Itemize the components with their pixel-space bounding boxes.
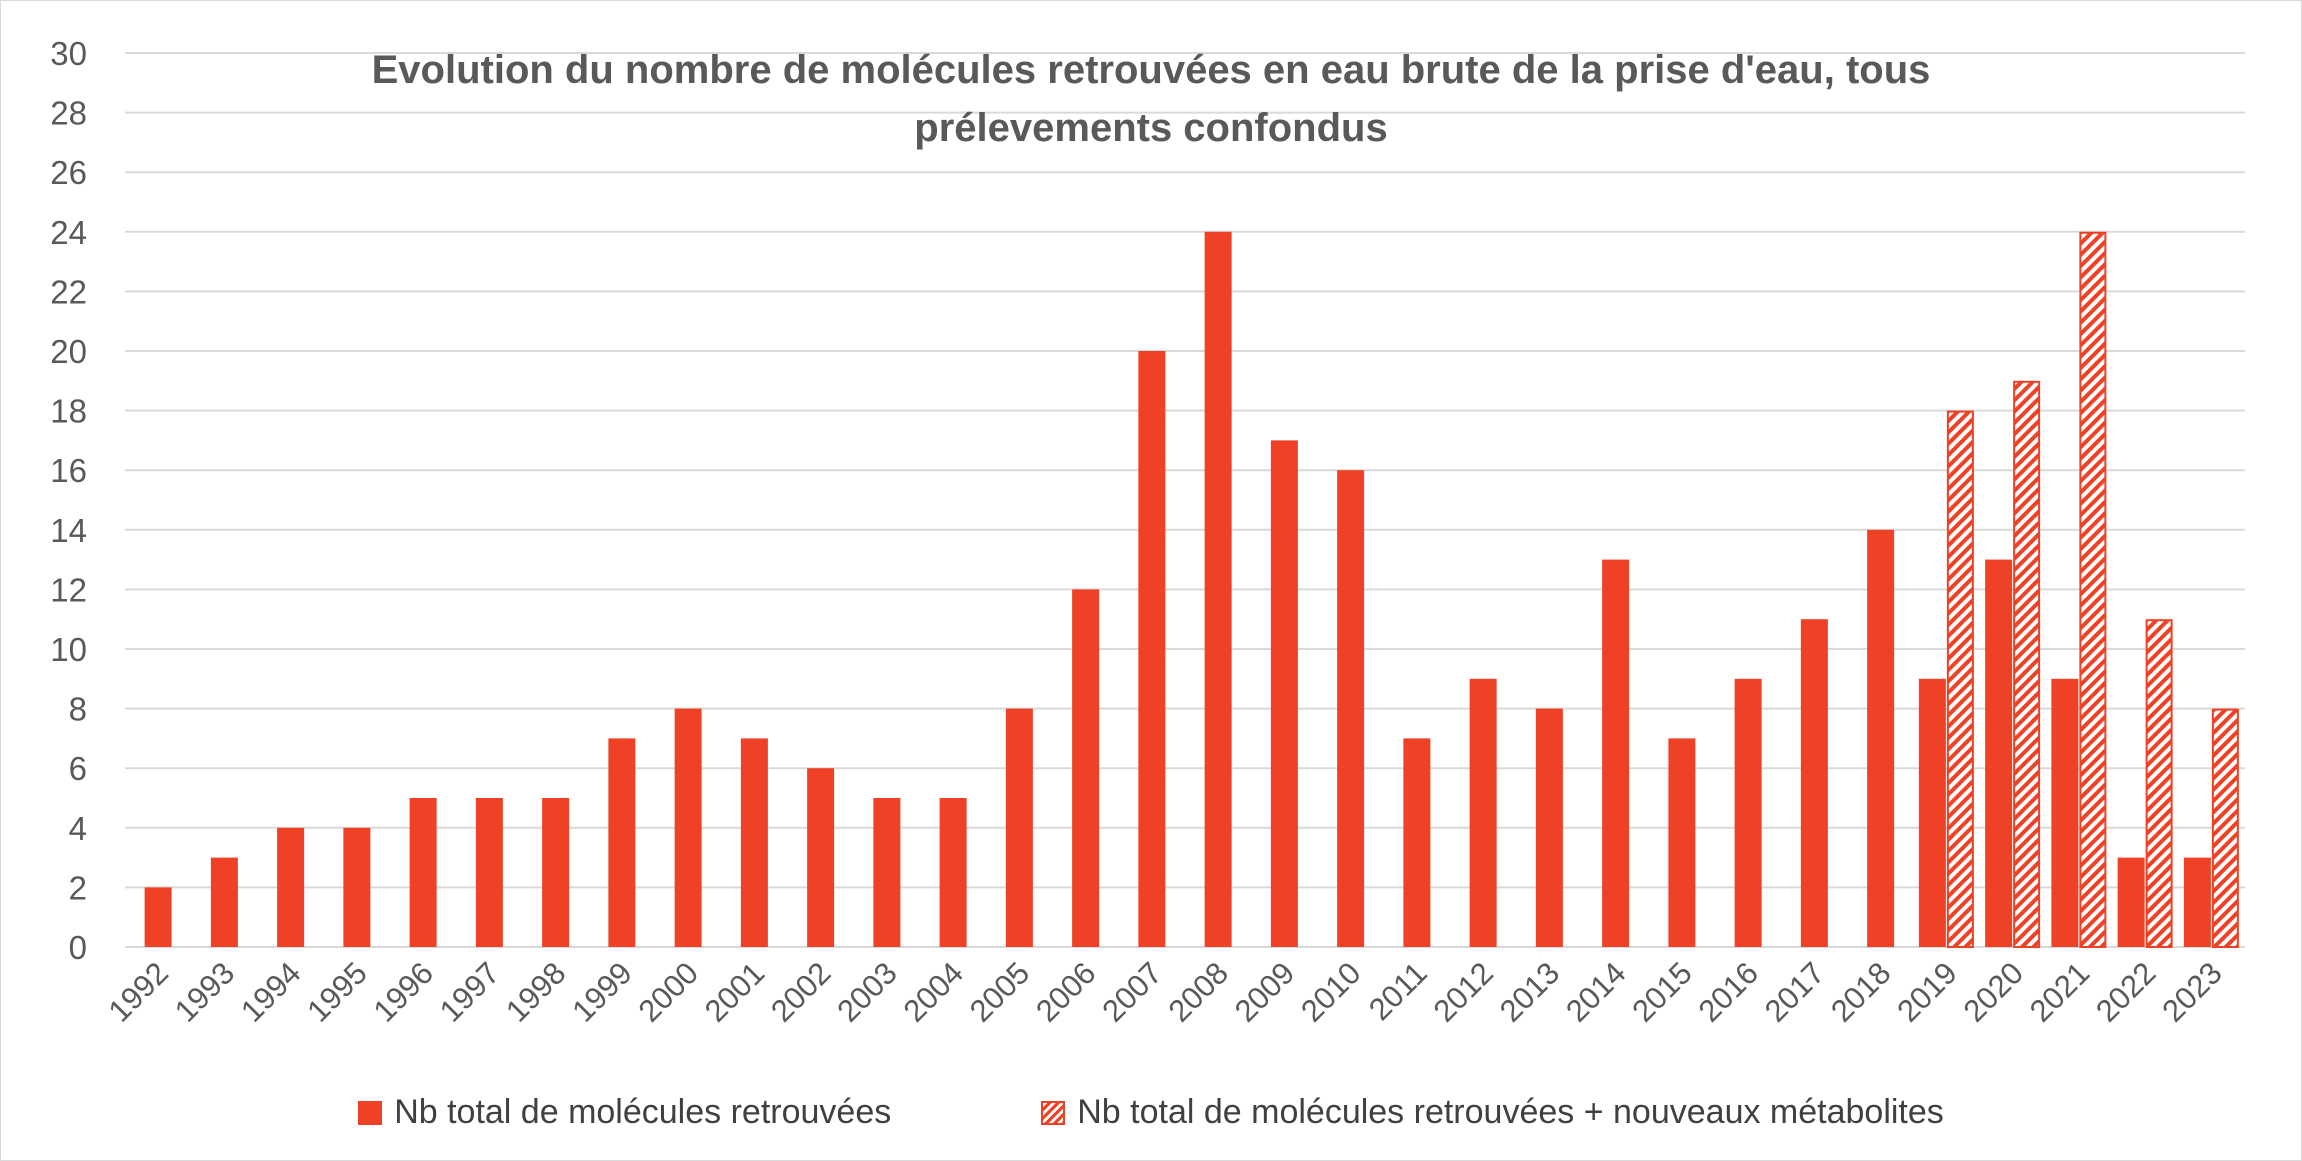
- x-tick-label-2006: 2006: [1029, 955, 1103, 1029]
- y-tick-label-6: 6: [69, 750, 87, 787]
- y-tick-label-2: 2: [69, 869, 87, 906]
- bar-solid-1994: [277, 827, 305, 947]
- y-tick-label-26: 26: [50, 154, 87, 191]
- legend: Nb total de molécules retrouvées Nb tota…: [1, 1093, 2301, 1132]
- legend-label-hatched: Nb total de molécules retrouvées + nouve…: [1077, 1093, 1944, 1131]
- bar-solid-2010: [1337, 470, 1365, 947]
- x-tick-label-2001: 2001: [698, 955, 772, 1029]
- x-tick-label-2023: 2023: [2155, 955, 2229, 1029]
- bar-solid-2005: [1005, 708, 1033, 947]
- x-tick-label-2012: 2012: [1427, 955, 1501, 1029]
- legend-item-solid: Nb total de molécules retrouvées: [358, 1093, 891, 1132]
- gridlines: [125, 52, 2245, 948]
- y-tick-label-12: 12: [50, 571, 87, 608]
- bar-solid-2002: [807, 768, 835, 947]
- y-tick-label-4: 4: [69, 810, 87, 847]
- bar-solid-2007: [1138, 351, 1166, 947]
- bar-hatched-2021: [2079, 231, 2107, 949]
- bar-solid-2003: [873, 798, 901, 947]
- x-tick-label-1999: 1999: [565, 955, 639, 1029]
- bar-solid-2014: [1602, 559, 1630, 947]
- x-tick-label-1994: 1994: [234, 955, 308, 1029]
- x-tick-label-1993: 1993: [168, 955, 242, 1029]
- bar-solid-2020: [1985, 559, 2013, 947]
- x-tick-label-2002: 2002: [764, 955, 838, 1029]
- bar-hatched-2023: [2211, 708, 2239, 948]
- y-tick-label-30: 30: [50, 35, 87, 72]
- y-tick-label-16: 16: [50, 452, 87, 489]
- legend-item-hatched: Nb total de molécules retrouvées + nouve…: [1041, 1093, 1944, 1132]
- bar-solid-2011: [1403, 738, 1431, 947]
- y-tick-label-22: 22: [50, 273, 87, 310]
- x-tick-label-1996: 1996: [367, 955, 441, 1029]
- bar-solid-1992: [144, 887, 172, 947]
- x-tick-label-2004: 2004: [897, 955, 971, 1029]
- x-axis-tick-labels: 1992199319941995199619971998199920002001…: [102, 955, 2229, 1029]
- bar-solid-2021: [2051, 678, 2079, 947]
- bar-solid-2015: [1668, 738, 1696, 947]
- x-tick-label-2007: 2007: [1095, 955, 1169, 1029]
- y-tick-label-20: 20: [50, 333, 87, 370]
- legend-label-solid: Nb total de molécules retrouvées: [394, 1093, 892, 1131]
- legend-swatch-hatched: [1041, 1100, 1066, 1125]
- bar-solid-2022: [2117, 857, 2145, 947]
- bar-solid-1996: [409, 798, 437, 947]
- x-tick-label-1995: 1995: [300, 955, 374, 1029]
- bar-solid-2004: [939, 798, 967, 947]
- bar-solid-2001: [740, 738, 768, 947]
- x-tick-label-2020: 2020: [1957, 955, 2031, 1029]
- bar-hatched-2022: [2145, 619, 2173, 948]
- bar-solid-2023: [2183, 857, 2211, 947]
- y-tick-label-14: 14: [50, 512, 87, 549]
- x-tick-label-2015: 2015: [1625, 955, 1699, 1029]
- x-tick-label-2009: 2009: [1228, 955, 1302, 1029]
- bar-solid-2008: [1204, 231, 1232, 948]
- bar-solid-2018: [1867, 529, 1895, 947]
- bar-solid-1997: [475, 798, 503, 947]
- x-tick-label-2021: 2021: [2023, 955, 2097, 1029]
- bar-solid-2019: [1918, 678, 1946, 947]
- x-tick-label-2003: 2003: [830, 955, 904, 1029]
- bar-solid-2006: [1072, 589, 1100, 947]
- y-tick-label-10: 10: [50, 631, 87, 668]
- x-tick-label-2017: 2017: [1758, 955, 1832, 1029]
- x-tick-label-2011: 2011: [1362, 955, 1434, 1027]
- bar-solid-2009: [1270, 440, 1298, 947]
- bar-solid-1995: [343, 827, 371, 947]
- x-tick-label-2000: 2000: [632, 955, 706, 1029]
- x-tick-label-2019: 2019: [1890, 955, 1964, 1029]
- x-tick-label-2018: 2018: [1824, 955, 1898, 1029]
- x-tick-label-2010: 2010: [1294, 955, 1368, 1029]
- bar-solid-2017: [1800, 619, 1828, 947]
- y-tick-label-0: 0: [69, 929, 87, 966]
- bar-solid-1993: [210, 857, 238, 947]
- y-tick-label-8: 8: [69, 691, 87, 728]
- bar-solid-2013: [1535, 708, 1563, 947]
- bar-solid-2000: [674, 708, 702, 947]
- bar-solid-1998: [542, 798, 570, 947]
- x-tick-label-2008: 2008: [1162, 955, 1236, 1029]
- bar-hatched-2019: [1946, 410, 1974, 949]
- x-tick-label-1992: 1992: [102, 955, 176, 1029]
- x-tick-label-2013: 2013: [1493, 955, 1567, 1029]
- bar-hatched-2020: [2013, 380, 2041, 948]
- x-tick-label-2005: 2005: [963, 955, 1037, 1029]
- x-tick-label-2016: 2016: [1692, 955, 1766, 1029]
- bar-solid-2012: [1469, 678, 1497, 947]
- x-tick-label-1998: 1998: [499, 955, 573, 1029]
- x-tick-label-2014: 2014: [1559, 955, 1633, 1029]
- bar-solid-1999: [608, 738, 636, 947]
- x-tick-label-2022: 2022: [2089, 955, 2163, 1029]
- y-tick-label-28: 28: [50, 95, 87, 132]
- legend-swatch-solid: [358, 1100, 383, 1125]
- chart-title: Evolution du nombre de molécules retrouv…: [371, 48, 1931, 150]
- bar-solid-2016: [1734, 678, 1762, 947]
- y-tick-label-24: 24: [50, 214, 87, 251]
- y-tick-label-18: 18: [50, 393, 87, 430]
- bars: [144, 231, 2239, 949]
- x-tick-label-1997: 1997: [433, 955, 507, 1029]
